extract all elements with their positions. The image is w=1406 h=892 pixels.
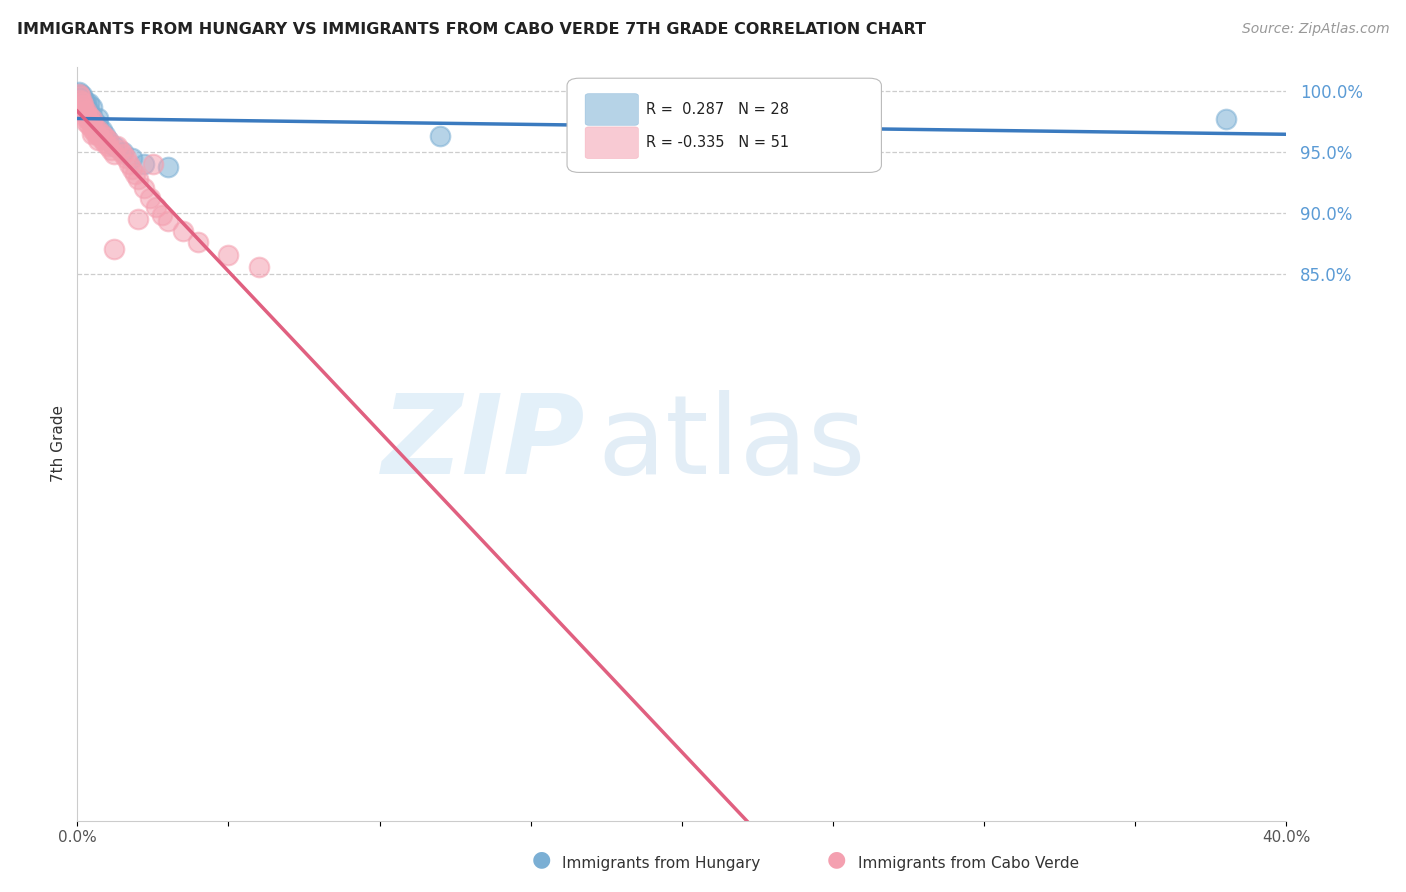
Point — [79, 113, 101, 128]
Point — [82, 127, 104, 141]
Point — [121, 151, 143, 165]
Point — [84, 120, 107, 135]
Point — [105, 139, 128, 153]
Point — [75, 107, 97, 121]
Point — [72, 91, 94, 105]
Point — [172, 224, 194, 238]
Point — [69, 89, 91, 103]
Point — [103, 242, 125, 256]
Point — [121, 161, 143, 176]
Point — [96, 133, 118, 147]
Point — [103, 139, 125, 153]
Point — [127, 211, 149, 226]
Point — [75, 114, 97, 128]
Point — [75, 111, 97, 125]
Point — [84, 126, 107, 140]
Point — [82, 112, 104, 127]
Point — [69, 93, 91, 107]
Point — [79, 103, 101, 118]
Y-axis label: 7th Grade: 7th Grade — [51, 405, 66, 483]
Point — [84, 114, 107, 128]
Point — [118, 157, 141, 171]
Point — [87, 123, 110, 137]
Point — [72, 101, 94, 115]
Point — [75, 95, 97, 110]
Point — [111, 147, 134, 161]
Point — [93, 128, 115, 142]
Text: IMMIGRANTS FROM HUNGARY VS IMMIGRANTS FROM CABO VERDE 7TH GRADE CORRELATION CHAR: IMMIGRANTS FROM HUNGARY VS IMMIGRANTS FR… — [17, 22, 927, 37]
Point — [69, 87, 91, 101]
Point — [67, 86, 90, 100]
FancyBboxPatch shape — [567, 78, 882, 172]
Point — [75, 103, 97, 117]
Point — [132, 181, 155, 195]
Point — [90, 127, 112, 141]
Point — [75, 103, 97, 118]
Point — [96, 139, 118, 153]
Text: atlas: atlas — [598, 391, 866, 497]
Point — [90, 131, 112, 145]
Point — [75, 99, 97, 113]
Point — [93, 130, 115, 145]
Point — [82, 122, 104, 136]
Point — [114, 151, 136, 165]
Point — [429, 129, 451, 144]
Point — [142, 157, 165, 171]
Point — [69, 89, 91, 103]
Point — [87, 133, 110, 147]
Point — [90, 123, 112, 137]
Point — [145, 200, 167, 214]
Point — [87, 118, 110, 132]
Point — [82, 117, 104, 131]
Text: ZIP: ZIP — [381, 391, 585, 497]
Point — [111, 145, 134, 159]
Point — [247, 260, 270, 275]
Point — [108, 143, 131, 157]
Point — [87, 128, 110, 142]
FancyBboxPatch shape — [585, 94, 638, 125]
Text: Immigrants from Hungary: Immigrants from Hungary — [562, 856, 761, 871]
Point — [72, 104, 94, 119]
Text: Source: ZipAtlas.com: Source: ZipAtlas.com — [1241, 22, 1389, 37]
Point — [87, 111, 110, 125]
Point — [79, 109, 101, 123]
Point — [124, 167, 146, 181]
Point — [157, 214, 180, 228]
Point — [70, 95, 93, 110]
Point — [127, 171, 149, 186]
FancyBboxPatch shape — [585, 127, 638, 159]
Point — [72, 93, 94, 107]
Point — [218, 248, 240, 262]
Point — [93, 136, 115, 151]
Point — [72, 94, 94, 108]
Point — [70, 87, 93, 102]
Point — [96, 133, 118, 147]
Text: Immigrants from Cabo Verde: Immigrants from Cabo Verde — [858, 856, 1078, 871]
Text: R =  0.287   N = 28: R = 0.287 N = 28 — [645, 102, 789, 117]
Point — [72, 96, 94, 111]
Point — [72, 97, 94, 112]
Point — [100, 143, 122, 157]
Point — [132, 157, 155, 171]
Point — [150, 208, 173, 222]
Point — [157, 160, 180, 174]
Point — [67, 87, 90, 101]
Point — [139, 191, 162, 205]
Point — [187, 235, 209, 249]
Point — [103, 147, 125, 161]
Text: ●: ● — [827, 849, 846, 869]
Point — [82, 100, 104, 114]
Point — [1215, 112, 1237, 127]
Point — [79, 96, 101, 111]
Point — [82, 109, 104, 123]
Text: ●: ● — [531, 849, 551, 869]
Text: R = -0.335   N = 51: R = -0.335 N = 51 — [645, 136, 789, 150]
Point — [79, 118, 101, 132]
